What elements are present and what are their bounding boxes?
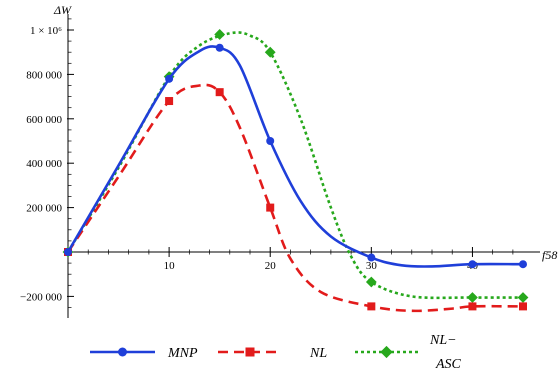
legend-marker-nl-asc <box>380 345 393 359</box>
series-line-nl <box>66 83 524 313</box>
y-tick-label: −200 000 <box>20 291 62 303</box>
legend-label-nl-asc-line2: ASC <box>435 357 462 372</box>
data-point-nl-asc <box>467 292 478 303</box>
data-point-mnp <box>468 260 477 269</box>
legend-label-nl-asc: NL− <box>429 333 457 348</box>
data-point-mnp <box>519 260 527 269</box>
data-point-nl-asc <box>264 46 276 58</box>
y-tick-label: 1 × 10⁶ <box>30 25 62 37</box>
legend-item-nl: NL <box>218 346 327 361</box>
x-tick-label: 30 <box>366 260 378 272</box>
y-tick-label: 400 000 <box>26 158 62 170</box>
y-tick-label: 800 000 <box>26 69 62 81</box>
legend-item-nl-asc: NL− ASC <box>355 333 462 372</box>
legend-item-mnp: MNP <box>90 346 198 361</box>
data-point-mnp <box>165 74 174 83</box>
series-line-mnp <box>66 45 524 268</box>
data-point-nl <box>215 88 224 97</box>
legend-label-mnp: MNP <box>167 346 198 361</box>
data-point-nl-asc <box>365 276 377 288</box>
data-point-nl-asc <box>517 292 529 303</box>
series-layer <box>62 29 529 313</box>
data-point-mnp <box>64 248 72 256</box>
data-point-nl-asc <box>214 29 226 40</box>
data-point-nl <box>468 302 477 311</box>
series-nl <box>64 83 527 313</box>
data-point-nl <box>266 203 275 212</box>
data-point-mnp <box>266 137 275 145</box>
x-tick-label: 10 <box>164 260 176 272</box>
legend-marker-mnp <box>118 347 127 357</box>
series-mnp <box>64 43 527 269</box>
series-nl-asc <box>62 29 529 303</box>
legend: MNP NL NL− ASC <box>90 333 462 372</box>
y-tick-label: 600 000 <box>26 114 62 126</box>
y-axis-label: ΔW <box>53 3 72 17</box>
data-point-nl <box>367 302 376 311</box>
y-tick-label: 200 000 <box>26 203 62 215</box>
data-point-nl <box>165 97 174 106</box>
legend-marker-nl <box>245 347 255 357</box>
legend-label-nl: NL <box>309 346 327 361</box>
series-line-nl-asc <box>66 31 524 300</box>
data-point-nl <box>519 302 527 311</box>
x-tick-label: 20 <box>265 260 277 272</box>
x-axis-label: f58 <box>542 248 557 262</box>
data-point-mnp <box>367 253 376 262</box>
data-point-mnp <box>215 43 224 52</box>
